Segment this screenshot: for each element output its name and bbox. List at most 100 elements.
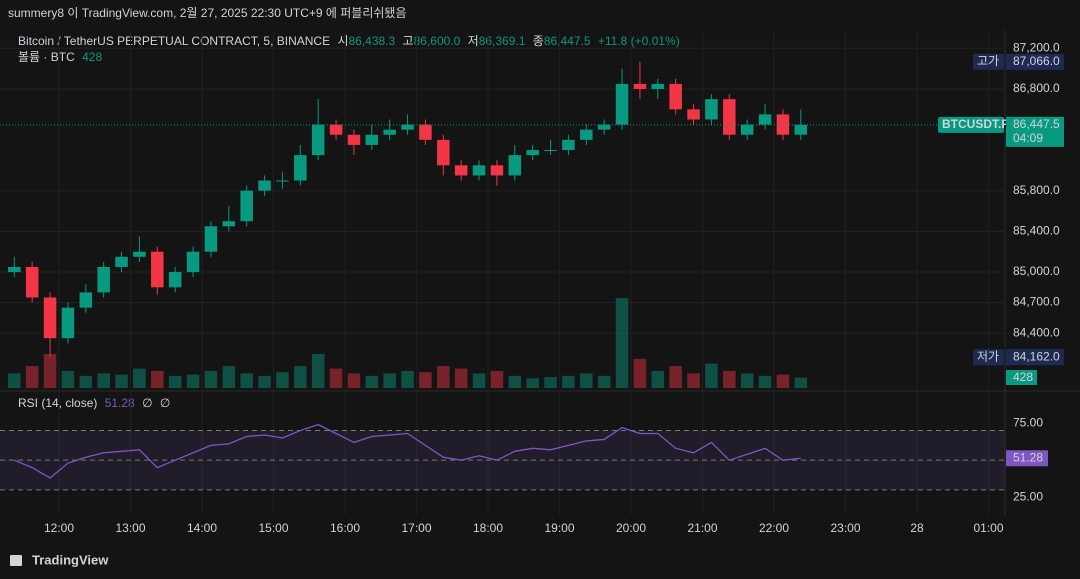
volume-bar <box>454 368 468 388</box>
candle <box>723 94 736 140</box>
candle-body <box>311 124 325 156</box>
candle <box>508 144 522 181</box>
x-tick-label: 18:00 <box>473 521 503 535</box>
low-name-bg <box>973 349 1004 366</box>
candle <box>705 94 718 125</box>
ohlc-key: 시 <box>337 34 348 48</box>
volume-value: 428 <box>82 50 102 64</box>
candle <box>168 266 182 293</box>
candle <box>347 129 361 156</box>
candle-body <box>25 266 39 298</box>
high-name-bg <box>973 53 1004 70</box>
symbol-name: Bitcoin / TetherUS PERPETUAL CONTRACT, 5… <box>18 34 330 48</box>
logo[interactable]: TradingView <box>10 552 109 567</box>
ohlc-key: 고 <box>403 34 414 48</box>
candle <box>669 78 682 115</box>
candle-body <box>347 134 361 145</box>
candle <box>562 134 575 156</box>
volume-bar <box>186 374 200 388</box>
volume-bar <box>705 363 718 388</box>
candle-body <box>651 83 665 89</box>
candle <box>526 144 539 161</box>
volume-bar <box>758 375 772 388</box>
volume-bar <box>133 368 146 388</box>
change: +11.8 (+0.01%) <box>598 34 680 48</box>
candle-body <box>61 307 75 339</box>
candle-body <box>204 226 218 252</box>
candle <box>740 119 754 140</box>
y-tick-label: 75.00 <box>1013 415 1043 429</box>
rsi-line <box>14 423 801 479</box>
candle <box>61 302 75 344</box>
candle-body <box>794 124 808 135</box>
candle-body <box>740 124 754 135</box>
rsi-title: RSI (14, close) <box>18 396 97 410</box>
candle <box>329 119 343 140</box>
y-tick-label: 84,700.0 <box>1013 295 1060 309</box>
volume-bar <box>776 374 790 388</box>
volume-bar <box>294 366 307 388</box>
y-tick-label: 85,800.0 <box>1013 183 1060 197</box>
ohlc-value: 86,447.5 <box>544 34 591 48</box>
candle <box>580 124 593 145</box>
y-tick-label: 25.00 <box>1013 489 1043 503</box>
y-tick-label: 85,400.0 <box>1013 224 1060 238</box>
volume-legend: 볼륨 · BTC 428 <box>18 50 102 64</box>
x-tick-label: 15:00 <box>258 521 288 535</box>
candle <box>294 144 307 186</box>
candle-body <box>222 221 236 227</box>
candle <box>758 104 772 130</box>
last-price: 86,447.5 <box>1013 117 1060 131</box>
candle <box>115 251 128 273</box>
candle <box>43 292 57 358</box>
volume-bar <box>597 375 611 388</box>
y-tick-label: 86,800.0 <box>1013 81 1060 95</box>
volume-tag-bg <box>1006 370 1037 385</box>
x-tick-label: 23:00 <box>830 521 860 535</box>
candle-body <box>8 266 21 273</box>
x-tick-label: 13:00 <box>115 521 145 535</box>
candle <box>776 109 790 140</box>
high-value: 87,066.0 <box>1013 54 1060 68</box>
candle <box>419 119 432 145</box>
candle-body <box>633 83 647 89</box>
ohlc-value: 86,600.0 <box>414 34 461 48</box>
x-tick-label: 21:00 <box>687 521 717 535</box>
volume-bar <box>490 370 504 388</box>
volume-bar <box>61 370 75 388</box>
volume-bar <box>794 377 808 388</box>
volume-bar <box>8 373 21 388</box>
rsi-extra: ∅ <box>160 396 170 410</box>
candle-body <box>437 139 450 166</box>
symbol-tag-bg <box>938 116 1004 133</box>
candle <box>615 68 629 130</box>
volume-bar <box>347 373 361 388</box>
volume-bar <box>544 377 557 388</box>
volume-bar <box>508 375 522 388</box>
candle <box>794 109 808 140</box>
publish-note: summery8 이 TradingView.com, 2월 27, 2025 … <box>8 6 407 20</box>
volume-bar <box>526 378 539 388</box>
low-tag-bg <box>1006 349 1064 366</box>
candle <box>490 160 504 186</box>
candle <box>276 172 289 189</box>
volume-bar <box>79 375 93 388</box>
volume-bar <box>383 373 396 388</box>
candle-body <box>562 139 575 151</box>
candle-body <box>276 180 289 182</box>
candle-body <box>419 124 432 140</box>
rsi-value: 51.28 <box>105 396 135 410</box>
candle <box>79 284 93 313</box>
candle-body <box>133 251 146 257</box>
candle-body <box>383 129 396 135</box>
logo-text: TradingView <box>32 552 109 567</box>
candle-body <box>615 83 629 125</box>
volume-bar <box>437 366 450 388</box>
candle <box>311 99 325 161</box>
ohlc-key: 종 <box>533 34 544 48</box>
candle-body <box>97 266 110 293</box>
volume-bar <box>651 370 665 388</box>
candle-body <box>240 190 253 222</box>
candle-body <box>705 99 718 120</box>
